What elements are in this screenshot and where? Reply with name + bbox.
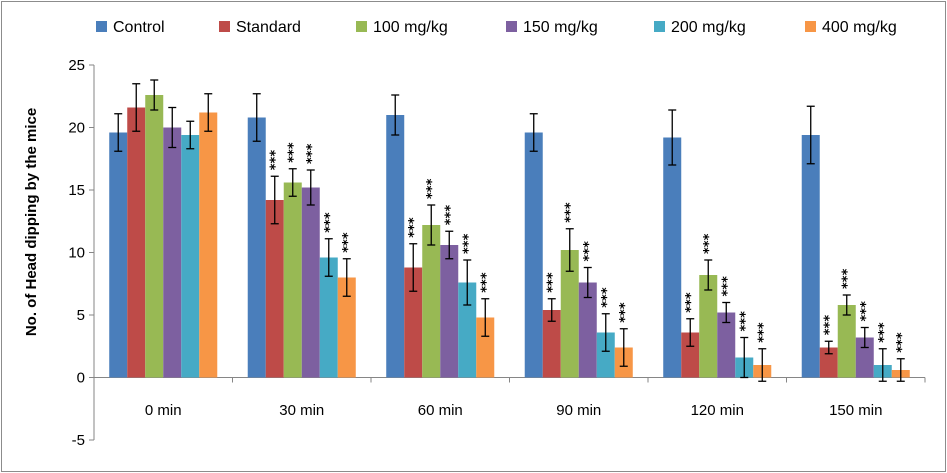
bar — [681, 332, 700, 378]
bar — [801, 135, 820, 378]
x-tick-label: 0 min — [145, 402, 182, 419]
significance-label: *** — [305, 143, 320, 164]
bar — [476, 317, 495, 378]
y-tick-label: 25 — [68, 57, 85, 74]
x-tick-label: 120 min — [691, 402, 744, 419]
significance-label: *** — [341, 232, 356, 253]
y-tick-label: 20 — [68, 120, 85, 137]
x-tick-label: 90 min — [556, 402, 601, 419]
bar — [181, 135, 200, 378]
bar — [596, 332, 615, 378]
y-axis: -5 0 5 10 15 20 25 — [68, 57, 95, 449]
bar — [337, 277, 356, 378]
significance-label: *** — [443, 205, 458, 226]
significance-label: *** — [895, 332, 910, 353]
bar — [717, 312, 736, 378]
significance-label: *** — [425, 178, 440, 199]
significance-label: *** — [600, 287, 615, 308]
significance-label: *** — [287, 142, 302, 163]
bar — [699, 275, 718, 378]
significance-label: *** — [323, 212, 338, 233]
bar — [422, 225, 441, 378]
legend-label: 150 mg/kg — [523, 19, 598, 36]
significance-label: *** — [582, 241, 597, 262]
bar — [163, 127, 182, 378]
legend-label: Control — [113, 19, 165, 36]
legend-swatch — [654, 21, 665, 32]
y-tick-label: 15 — [68, 182, 85, 199]
x-tick-label: 150 min — [829, 402, 882, 419]
bar — [386, 115, 405, 378]
bar — [404, 267, 423, 378]
error-bars — [114, 79, 905, 382]
significance-label: *** — [618, 302, 633, 323]
significance-label: *** — [564, 202, 579, 223]
bar — [301, 187, 320, 378]
significance-label: *** — [756, 322, 771, 343]
significance-label: *** — [877, 322, 892, 343]
bar — [837, 305, 856, 378]
legend-swatch — [506, 21, 517, 32]
y-tick-label: 0 — [77, 370, 85, 387]
bars — [109, 95, 910, 378]
significance-label: *** — [269, 150, 284, 171]
legend-label: 100 mg/kg — [373, 19, 448, 36]
bar — [440, 245, 459, 378]
significance-label: *** — [702, 233, 717, 254]
bar — [560, 250, 579, 378]
bar — [109, 132, 128, 378]
bar — [145, 95, 164, 378]
significance-label: *** — [546, 272, 561, 293]
y-axis-title: No. of Head dipping by the mice — [23, 108, 40, 336]
legend-swatch — [219, 21, 230, 32]
bar — [319, 257, 338, 378]
bar — [578, 282, 597, 378]
y-tick-label: 10 — [68, 245, 85, 262]
y-tick-label: 5 — [77, 307, 85, 324]
bar — [542, 310, 561, 378]
significance-marks: ****************************************… — [269, 142, 910, 353]
x-tick-label: 60 min — [418, 402, 463, 419]
legend-label: Standard — [236, 19, 301, 36]
bar — [458, 282, 477, 378]
bar — [663, 137, 682, 378]
significance-label: *** — [859, 301, 874, 322]
significance-label: *** — [479, 272, 494, 293]
significance-label: *** — [684, 292, 699, 313]
bar — [247, 117, 266, 378]
bar — [265, 200, 284, 378]
legend-label: 400 mg/kg — [822, 19, 897, 36]
significance-label: *** — [720, 276, 735, 297]
significance-label: *** — [823, 315, 838, 336]
bar — [855, 337, 874, 378]
bar — [199, 112, 218, 378]
y-tick-label: -5 — [72, 432, 85, 449]
bar — [819, 347, 838, 378]
x-tick-label: 30 min — [279, 402, 324, 419]
bar — [127, 107, 146, 378]
bar — [524, 132, 543, 378]
legend-swatch — [356, 21, 367, 32]
legend-swatch — [805, 21, 816, 32]
legend-swatch — [96, 21, 107, 32]
legend: Control Standard 100 mg/kg 150 mg/kg 200 mg/… — [96, 19, 897, 36]
x-axis: 0 min 30 min 60 min 90 min 120 min 150 min — [93, 377, 926, 419]
significance-label: *** — [461, 233, 476, 254]
significance-label: *** — [738, 311, 753, 332]
legend-label: 200 mg/kg — [671, 19, 746, 36]
bar — [283, 182, 302, 378]
significance-label: *** — [407, 217, 422, 238]
significance-label: *** — [841, 268, 856, 289]
